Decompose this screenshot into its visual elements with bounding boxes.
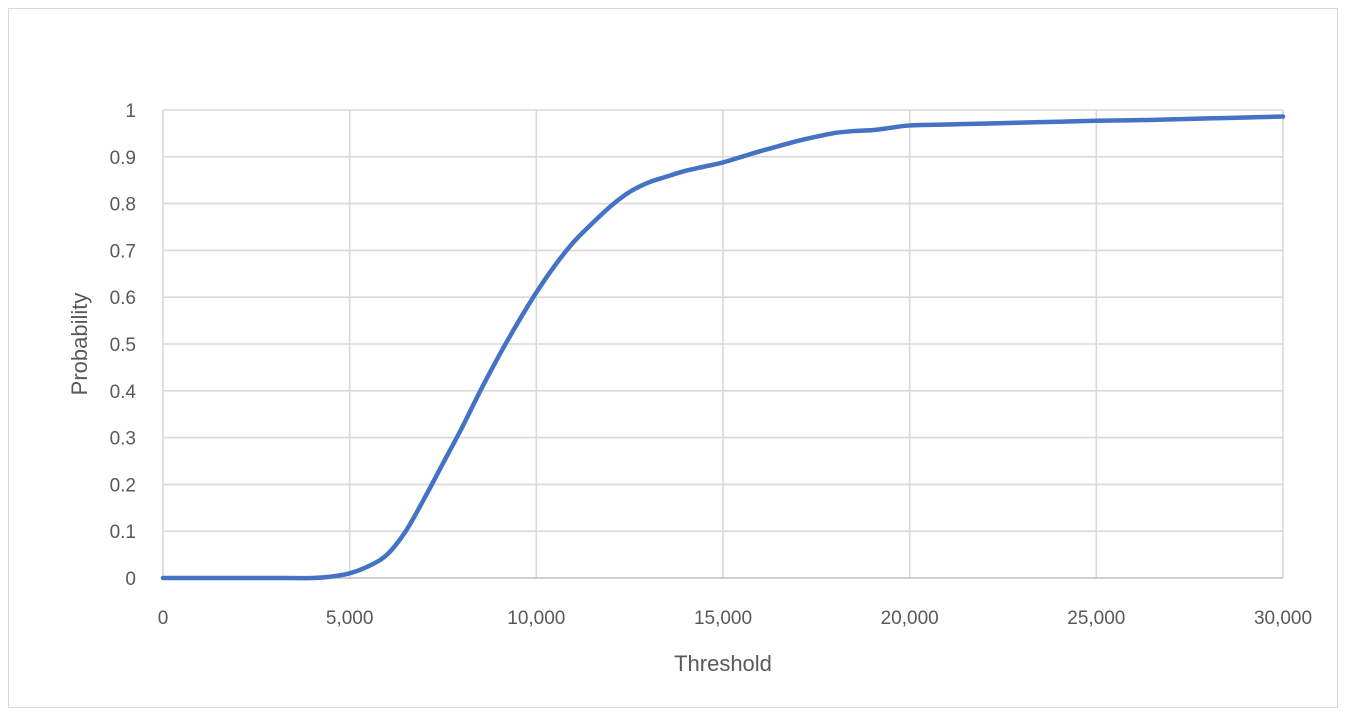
y-tick-label: 0.4 xyxy=(110,382,137,403)
series-layer xyxy=(160,114,1286,581)
x-tick-label: 20,000 xyxy=(881,608,939,629)
x-tick-label: 25,000 xyxy=(1067,608,1125,629)
y-tick-label: 0.1 xyxy=(110,522,136,543)
y-tick-label: 0.7 xyxy=(110,241,136,262)
axes xyxy=(162,110,1283,579)
y-tick-label: 0.5 xyxy=(110,335,136,356)
y-tick-label: 0 xyxy=(125,569,136,590)
y-tick-label: 0.8 xyxy=(110,195,136,216)
y-tick-label: 1 xyxy=(125,101,136,122)
y-axis-title: Probability xyxy=(67,293,92,396)
y-tick-label: 0.6 xyxy=(110,288,136,309)
y-tick-label: 0.2 xyxy=(110,475,136,496)
x-tick-label: 10,000 xyxy=(507,608,565,629)
x-tick-label: 0 xyxy=(158,608,169,629)
y-tick-label: 0.3 xyxy=(110,429,136,450)
chart-area xyxy=(8,8,1338,708)
series-line xyxy=(160,114,1286,581)
y-tick-label: 0.9 xyxy=(110,148,136,169)
x-tick-label: 5,000 xyxy=(326,608,374,629)
x-tick-label: 30,000 xyxy=(1254,608,1312,629)
tick-labels: 0 0.1 0.2 0.3 0.4 0.5 0.6 0.7 0.8 0.9 1 0 5,000 10,00… xyxy=(110,101,1312,629)
gridlines xyxy=(163,109,1284,578)
x-tick-label: 15,000 xyxy=(694,608,752,629)
x-axis-title: Threshold xyxy=(674,651,772,676)
